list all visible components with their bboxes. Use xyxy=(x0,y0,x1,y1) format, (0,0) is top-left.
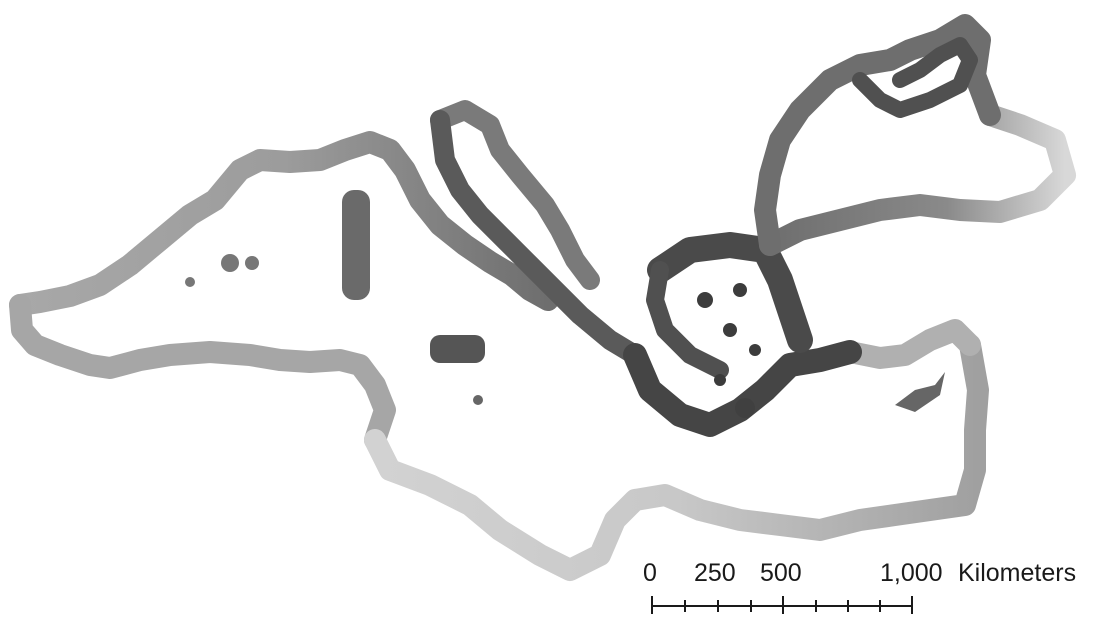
aegean-island-1 xyxy=(697,292,713,308)
coast-south xyxy=(364,334,989,581)
coast-west-south xyxy=(9,294,396,451)
aegean-island-4 xyxy=(749,344,761,356)
coast-azov xyxy=(852,37,978,118)
aegean-island-5 xyxy=(714,374,726,386)
scale-label-0: 0 xyxy=(643,559,657,587)
scale-label-1000: 1,000 xyxy=(880,559,943,587)
coast-levant xyxy=(839,319,981,369)
aegean-island-3 xyxy=(733,283,747,297)
coast-aegean-inner xyxy=(646,261,729,379)
balearic-1 xyxy=(221,254,239,272)
corsica-sardinia xyxy=(342,190,370,300)
crete-island xyxy=(735,398,755,418)
malta xyxy=(473,395,483,405)
coast-adriatic-east xyxy=(430,110,645,365)
coast-black-sea-south xyxy=(759,104,1076,256)
scale-label-250: 250 xyxy=(694,559,736,587)
scale-label-500: 500 xyxy=(760,559,802,587)
balearic-3 xyxy=(185,277,195,287)
scale-unit-label: Kilometers xyxy=(958,559,1077,587)
coast-west-north xyxy=(9,131,559,316)
coast-adriatic-west xyxy=(430,100,600,290)
aegean-island-2 xyxy=(723,323,737,337)
cyprus xyxy=(895,372,945,412)
sicily xyxy=(430,335,485,363)
scale-bar xyxy=(651,596,913,614)
coast-black-sea-north xyxy=(754,14,1001,256)
balearic-2 xyxy=(245,256,259,270)
